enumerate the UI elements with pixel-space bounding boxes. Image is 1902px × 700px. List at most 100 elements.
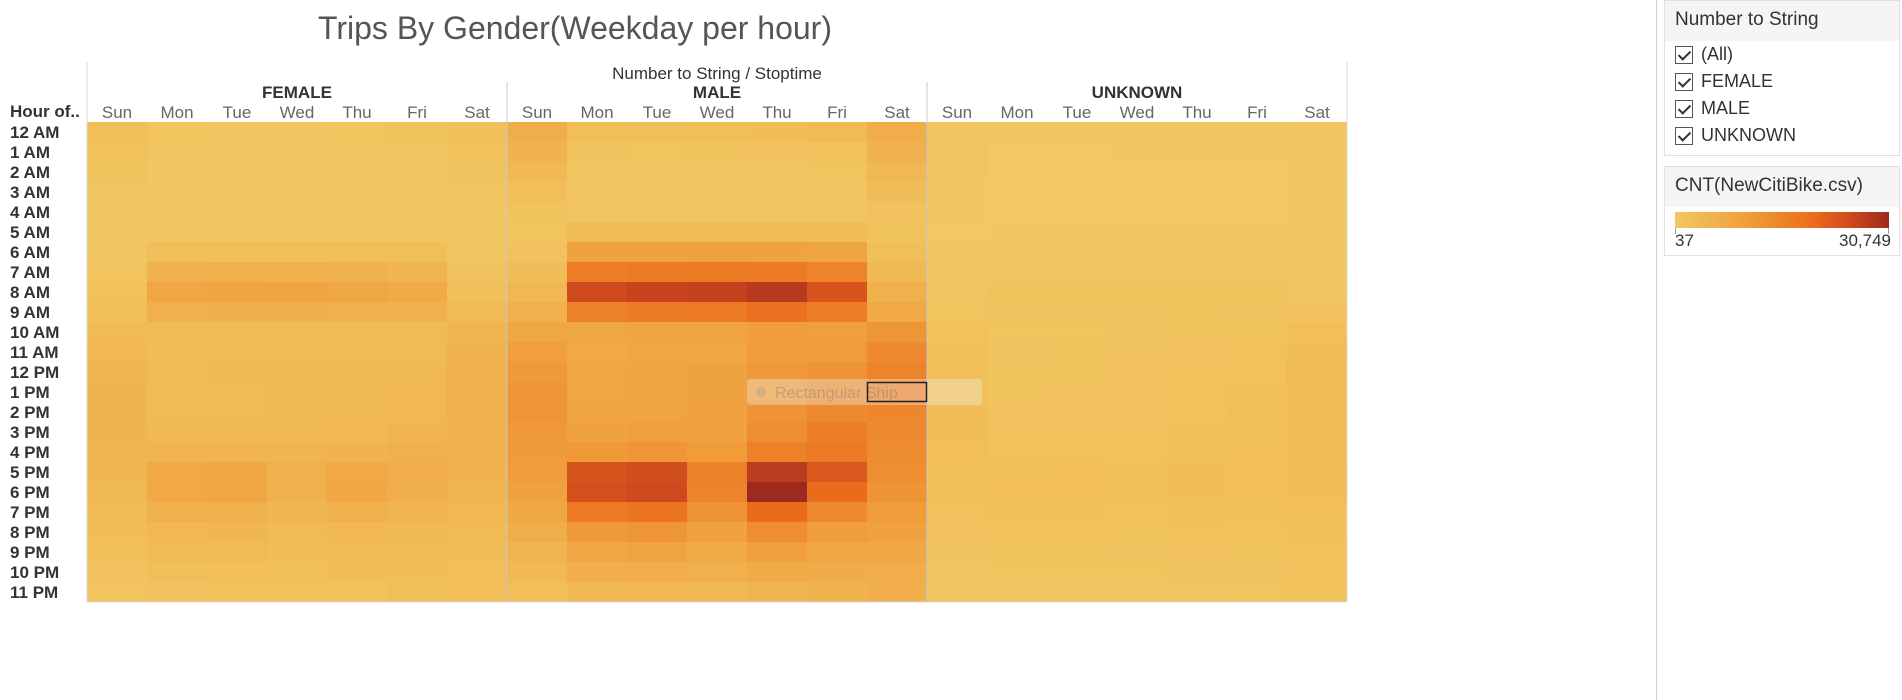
heatmap-cell[interactable] xyxy=(1167,322,1227,342)
heatmap-cell[interactable] xyxy=(1287,462,1347,482)
heatmap-cell[interactable] xyxy=(267,422,327,442)
heatmap-cell[interactable] xyxy=(987,442,1047,462)
heatmap-cell[interactable] xyxy=(147,142,207,162)
heatmap-cell[interactable] xyxy=(927,542,987,562)
heatmap-cell[interactable] xyxy=(447,282,507,302)
heatmap-cell[interactable] xyxy=(867,122,927,142)
heatmap-cell[interactable] xyxy=(987,202,1047,222)
heatmap-cell[interactable] xyxy=(147,362,207,382)
heatmap-cell[interactable] xyxy=(747,182,807,202)
heatmap-cell[interactable] xyxy=(927,142,987,162)
heatmap-cell[interactable] xyxy=(687,482,747,502)
heatmap-cell[interactable] xyxy=(987,322,1047,342)
heatmap-cell[interactable] xyxy=(1167,122,1227,142)
heatmap-cell[interactable] xyxy=(207,482,267,502)
heatmap-cell[interactable] xyxy=(447,382,507,402)
heatmap-cell[interactable] xyxy=(1227,262,1287,282)
heatmap-cell[interactable] xyxy=(747,222,807,242)
checkbox-checked-icon[interactable] xyxy=(1675,72,1693,91)
heatmap-cell[interactable] xyxy=(987,302,1047,322)
heatmap-cell[interactable] xyxy=(267,262,327,282)
heatmap-cell[interactable] xyxy=(807,202,867,222)
heatmap-cell[interactable] xyxy=(1227,202,1287,222)
heatmap-cell[interactable] xyxy=(927,582,987,602)
heatmap-cell[interactable] xyxy=(687,562,747,582)
heatmap-cell[interactable] xyxy=(867,302,927,322)
heatmap-cell[interactable] xyxy=(1107,382,1167,402)
heatmap-cell[interactable] xyxy=(387,522,447,542)
heatmap-cell[interactable] xyxy=(207,542,267,562)
heatmap-cell[interactable] xyxy=(327,402,387,422)
heatmap-cell[interactable] xyxy=(1047,582,1107,602)
heatmap-cell[interactable] xyxy=(1287,442,1347,462)
heatmap-cell[interactable] xyxy=(1227,242,1287,262)
heatmap-cell[interactable] xyxy=(927,122,987,142)
heatmap-cell[interactable] xyxy=(267,362,327,382)
heatmap-cell[interactable] xyxy=(1107,302,1167,322)
heatmap-cell[interactable] xyxy=(387,442,447,462)
heatmap-cell[interactable] xyxy=(327,182,387,202)
heatmap-cell[interactable] xyxy=(147,162,207,182)
heatmap-cell[interactable] xyxy=(1047,162,1107,182)
heatmap-cell[interactable] xyxy=(1107,342,1167,362)
heatmap-cell[interactable] xyxy=(267,142,327,162)
heatmap-cell[interactable] xyxy=(207,422,267,442)
heatmap-cell[interactable] xyxy=(1167,582,1227,602)
heatmap-cell[interactable] xyxy=(147,582,207,602)
heatmap-cell[interactable] xyxy=(207,262,267,282)
heatmap-cell[interactable] xyxy=(1227,522,1287,542)
heatmap-cell[interactable] xyxy=(567,322,627,342)
heatmap-cell[interactable] xyxy=(387,462,447,482)
heatmap-cell[interactable] xyxy=(387,322,447,342)
heatmap-cell[interactable] xyxy=(1287,502,1347,522)
heatmap-cell[interactable] xyxy=(327,442,387,462)
heatmap-cell[interactable] xyxy=(807,482,867,502)
heatmap-cell[interactable] xyxy=(867,502,927,522)
heatmap-cell[interactable] xyxy=(987,182,1047,202)
heatmap-cell[interactable] xyxy=(507,122,567,142)
heatmap-cell[interactable] xyxy=(1107,462,1167,482)
heatmap-cell[interactable] xyxy=(927,282,987,302)
heatmap-cell[interactable] xyxy=(867,342,927,362)
heatmap-cell[interactable] xyxy=(1287,162,1347,182)
heatmap-cell[interactable] xyxy=(1227,182,1287,202)
heatmap-cell[interactable] xyxy=(927,562,987,582)
heatmap-cell[interactable] xyxy=(87,462,147,482)
heatmap-cell[interactable] xyxy=(327,302,387,322)
heatmap-cell[interactable] xyxy=(327,502,387,522)
heatmap-cell[interactable] xyxy=(1227,222,1287,242)
heatmap-cell[interactable] xyxy=(387,162,447,182)
heatmap-cell[interactable] xyxy=(207,462,267,482)
heatmap-cell[interactable] xyxy=(867,402,927,422)
heatmap-cell[interactable] xyxy=(207,182,267,202)
heatmap-cell[interactable] xyxy=(267,282,327,302)
heatmap-cell[interactable] xyxy=(987,542,1047,562)
heatmap-cell[interactable] xyxy=(867,282,927,302)
heatmap-cell[interactable] xyxy=(927,322,987,342)
heatmap-cell[interactable] xyxy=(567,242,627,262)
heatmap-cell[interactable] xyxy=(747,522,807,542)
heatmap-cell[interactable] xyxy=(87,582,147,602)
heatmap-cell[interactable] xyxy=(687,542,747,562)
heatmap-cell[interactable] xyxy=(687,282,747,302)
heatmap-cell[interactable] xyxy=(1287,342,1347,362)
heatmap-cell[interactable] xyxy=(447,462,507,482)
heatmap-cell[interactable] xyxy=(747,322,807,342)
heatmap-cell[interactable] xyxy=(567,382,627,402)
heatmap-cell[interactable] xyxy=(1167,282,1227,302)
heatmap-cell[interactable] xyxy=(927,222,987,242)
heatmap-cell[interactable] xyxy=(327,382,387,402)
heatmap-cell[interactable] xyxy=(387,382,447,402)
heatmap-cell[interactable] xyxy=(327,462,387,482)
heatmap-cell[interactable] xyxy=(207,502,267,522)
heatmap-cell[interactable] xyxy=(1287,142,1347,162)
heatmap-cell[interactable] xyxy=(447,422,507,442)
heatmap-cell[interactable] xyxy=(1287,302,1347,322)
heatmap-cell[interactable] xyxy=(507,542,567,562)
heatmap-cell[interactable] xyxy=(387,202,447,222)
heatmap-cell[interactable] xyxy=(1107,542,1167,562)
heatmap-cell[interactable] xyxy=(807,382,867,402)
heatmap-cell[interactable] xyxy=(387,222,447,242)
heatmap-cell[interactable] xyxy=(387,342,447,362)
heatmap-cell[interactable] xyxy=(327,322,387,342)
